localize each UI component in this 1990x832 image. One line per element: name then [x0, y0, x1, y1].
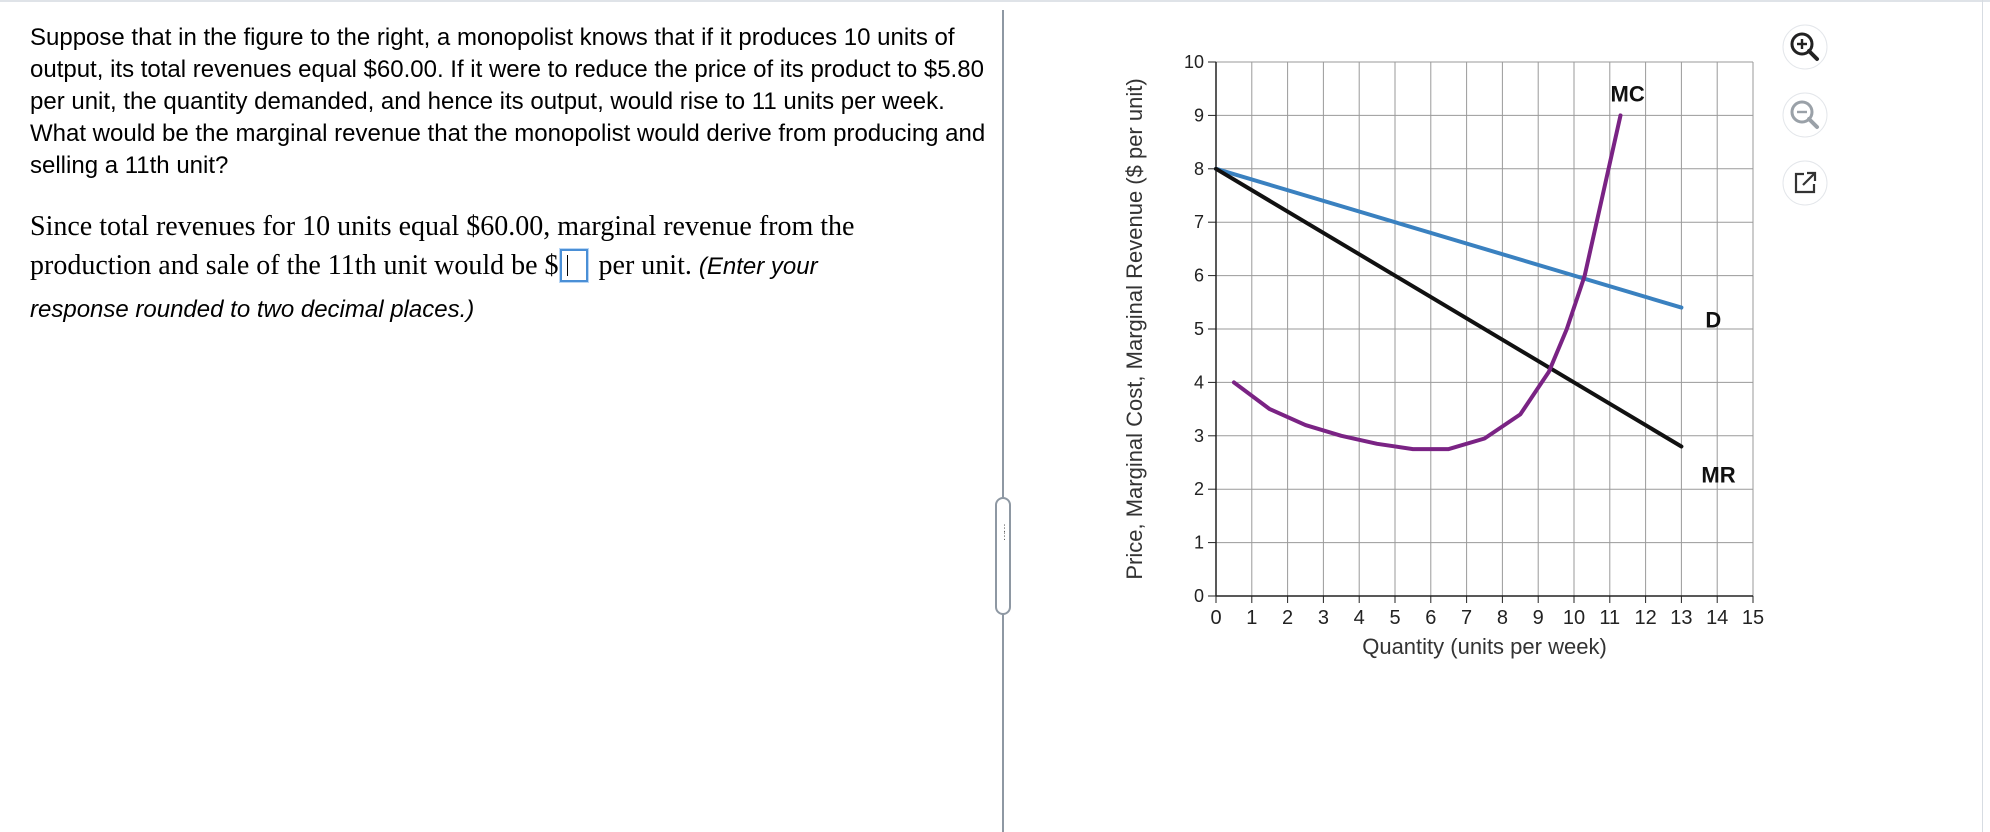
y-tick-label: 9	[1194, 105, 1204, 125]
series-mc-label: MC	[1611, 81, 1645, 106]
x-tick-label: 1	[1246, 607, 1257, 629]
y-tick-label: 8	[1194, 159, 1204, 179]
x-tick-label: 7	[1461, 607, 1472, 629]
answer-line-1: Since total revenues for 10 units equal …	[30, 211, 855, 242]
pane-divider	[1002, 10, 1004, 832]
zoom-out-icon	[1782, 92, 1828, 138]
y-tick-label: 2	[1194, 479, 1204, 499]
external-link-icon	[1782, 160, 1828, 206]
y-tick-label: 5	[1194, 319, 1204, 339]
x-tick-label: 8	[1497, 607, 1508, 629]
economics-graph: 0 1 2 3 4 5 6 7 8 9 10 11 12 13 14 15012345678910Quanti…	[1122, 52, 1764, 659]
x-tick-label: 4	[1354, 607, 1365, 629]
right-scroll-edge	[1982, 0, 1983, 832]
text-caret	[566, 255, 568, 276]
x-tick-label: 15	[1742, 607, 1764, 629]
x-tick-label: 5	[1389, 607, 1400, 629]
x-tick-label: 9	[1533, 607, 1544, 629]
marginal-revenue-input[interactable]	[559, 249, 588, 282]
popout-button[interactable]	[1782, 160, 1828, 206]
x-tick-label: 14	[1706, 607, 1728, 629]
top-border	[0, 0, 1990, 2]
series-mr-label: MR	[1701, 462, 1735, 487]
question-text: Suppose that in the figure to the right,…	[30, 24, 986, 179]
zoom-in-button[interactable]	[1782, 24, 1828, 70]
y-tick-label: 7	[1194, 212, 1204, 232]
answer-statement: Since total revenues for 10 units equal …	[30, 207, 995, 329]
y-axis-title: Price, Marginal Cost, Marginal Revenue (…	[1122, 78, 1147, 579]
y-tick-label: 10	[1184, 52, 1204, 72]
x-tick-label: 6	[1425, 607, 1436, 629]
series-mc-line	[1231, 113, 1623, 452]
series-d-line	[1214, 166, 1684, 310]
resize-grip-icon: ⋮ ⋮	[1000, 524, 1009, 542]
x-tick-label: 2	[1282, 607, 1293, 629]
y-tick-label: 0	[1194, 586, 1204, 606]
x-tick-label: 3	[1318, 607, 1329, 629]
series-mr-line	[1214, 166, 1684, 449]
x-tick-label: 10	[1563, 607, 1585, 629]
y-tick-label: 4	[1194, 372, 1204, 392]
answer-line-2-prefix: production and sale of the 11th unit wou…	[30, 250, 559, 281]
y-tick-label: 3	[1194, 426, 1204, 446]
graph-toolbar	[1782, 24, 1832, 228]
pane-resize-handle[interactable]: ⋮ ⋮	[995, 497, 1011, 615]
answer-line-2: production and sale of the 11th unit wou…	[30, 246, 995, 286]
y-tick-label: 6	[1194, 266, 1204, 286]
x-axis-title: Quantity (units per week)	[1362, 634, 1607, 659]
x-tick-label: 13	[1670, 607, 1692, 629]
entry-hint-part-1: (Enter your	[698, 253, 818, 280]
zoom-in-icon	[1782, 24, 1828, 70]
zoom-out-button[interactable]	[1782, 92, 1828, 138]
x-tick-label: 11	[1599, 607, 1620, 629]
x-tick-label: 0	[1210, 607, 1221, 629]
entry-hint-part-2: response rounded to two decimal places.)	[30, 296, 475, 323]
answer-line-2-suffix: per unit.	[591, 250, 699, 281]
question-pane: Suppose that in the figure to the right,…	[30, 24, 995, 329]
x-tick-label: 12	[1634, 607, 1656, 629]
series-d-label: D	[1705, 308, 1721, 333]
y-tick-label: 1	[1194, 533, 1204, 553]
